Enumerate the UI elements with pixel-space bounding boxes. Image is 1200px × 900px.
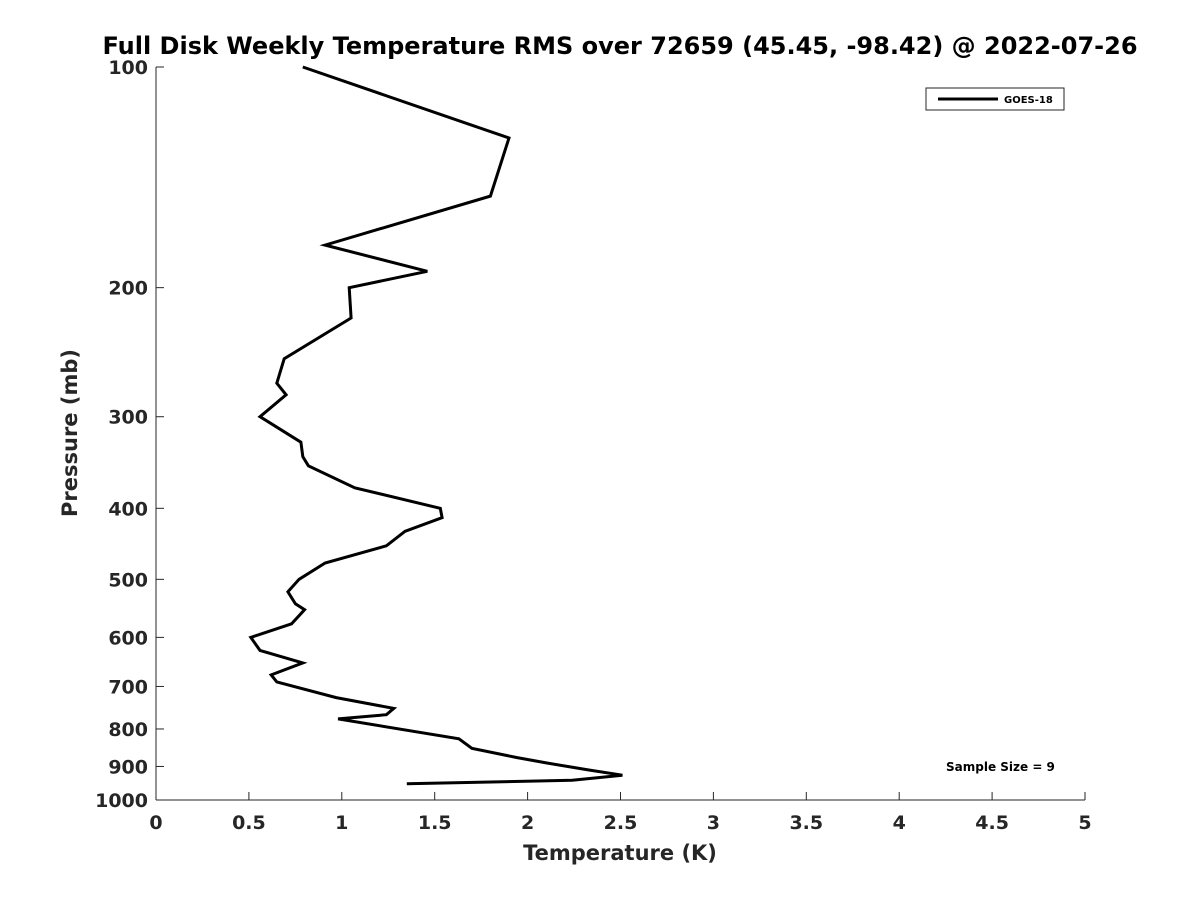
sample-size-annotation: Sample Size = 9 — [946, 760, 1055, 774]
y-tick-label: 500 — [108, 569, 148, 591]
y-tick-label: 1000 — [95, 790, 148, 812]
x-tick-label: 0.5 — [232, 812, 266, 834]
x-tick-label: 3 — [707, 812, 720, 834]
y-tick-label: 300 — [108, 407, 148, 429]
y-tick-label: 100 — [108, 57, 148, 79]
series-line-goes-18 — [248, 65, 623, 786]
x-tick-label: 2.5 — [604, 812, 638, 834]
plot-axes — [155, 67, 1085, 801]
x-tick-label: 5 — [1078, 812, 1091, 834]
y-tick-label: 900 — [108, 756, 148, 778]
series-layer — [248, 65, 623, 786]
x-axis-label: Temperature (K) — [523, 841, 717, 865]
x-tick-label: 0 — [149, 812, 162, 834]
x-axis-ticks: 0 0.5 1 1.5 2 2.5 3 3.5 4 4.5 5 — [149, 792, 1092, 834]
y-tick-label: 400 — [108, 498, 148, 520]
chart-title: Full Disk Weekly Temperature RMS over 72… — [102, 32, 1137, 60]
y-tick-label: 800 — [108, 719, 148, 741]
y-tick-label: 200 — [108, 278, 148, 300]
x-tick-label: 4 — [893, 812, 906, 834]
x-tick-label: 3.5 — [789, 812, 823, 834]
x-tick-label: 4.5 — [975, 812, 1009, 834]
legend: GOES-18 — [925, 87, 1065, 111]
x-tick-label: 1 — [335, 812, 348, 834]
y-axis-label: Pressure (mb) — [58, 349, 82, 517]
legend-label: GOES-18 — [1004, 95, 1053, 106]
y-tick-label: 700 — [108, 676, 148, 698]
y-axis-ticks: 100 200 300 400 500 600 700 800 900 1000 — [95, 57, 164, 812]
y-tick-label: 600 — [108, 627, 148, 649]
x-tick-label: 1.5 — [418, 812, 452, 834]
x-tick-label: 2 — [521, 812, 534, 834]
